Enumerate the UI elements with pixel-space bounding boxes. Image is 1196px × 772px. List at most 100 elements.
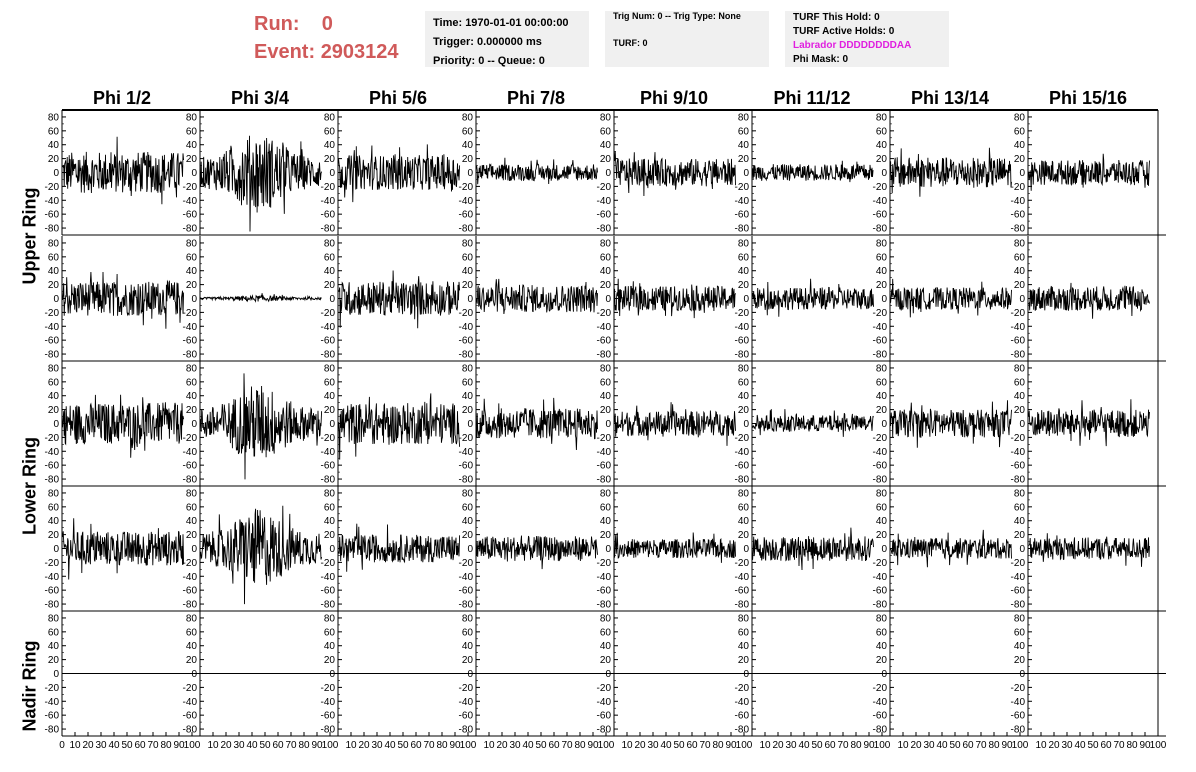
y-tick-label: 40: [462, 641, 474, 652]
y-tick-label: 40: [1014, 391, 1026, 402]
x-tick-label: 20: [910, 740, 922, 751]
y-tick-label: -80: [1011, 475, 1026, 486]
labrador-text: Labrador DDDDDDDDAA: [793, 40, 912, 51]
x-tick-label: 40: [798, 740, 810, 751]
waveform-trace: [200, 505, 323, 605]
y-tick-label: 20: [876, 655, 888, 666]
y-tick-label: 60: [48, 627, 60, 638]
y-tick-label: 40: [48, 140, 60, 151]
y-tick-label: 80: [876, 363, 888, 374]
y-tick-label: -20: [873, 683, 888, 694]
y-tick-label: -20: [321, 433, 336, 444]
y-tick-label: 80: [186, 613, 198, 624]
waveform-trace: [62, 136, 185, 205]
y-tick-label: 40: [186, 140, 198, 151]
y-tick-label: 40: [876, 140, 888, 151]
y-tick-label: -20: [735, 558, 750, 569]
waveform-trace: [338, 144, 461, 203]
y-tick-label: -40: [459, 196, 474, 207]
waveform-trace: [62, 394, 185, 458]
y-tick-label: 20: [186, 530, 198, 541]
y-tick-label: -80: [459, 350, 474, 361]
y-tick-label: 60: [186, 377, 198, 388]
y-tick-label: -60: [873, 711, 888, 722]
y-tick-label: -80: [597, 224, 612, 235]
y-tick-label: 80: [462, 112, 474, 123]
y-tick-label: 0: [1019, 669, 1025, 680]
y-tick-label: 80: [186, 488, 198, 499]
y-tick-label: -60: [459, 336, 474, 347]
y-tick-label: 40: [324, 140, 336, 151]
waveform-trace: [1028, 533, 1150, 567]
y-tick-label: 40: [738, 516, 750, 527]
x-tick-label: 70: [423, 740, 435, 751]
y-tick-label: 80: [324, 488, 336, 499]
y-tick-label: -80: [321, 600, 336, 611]
y-tick-label: 20: [462, 530, 474, 541]
x-tick-label: 70: [285, 740, 297, 751]
waveform-trace: [338, 270, 461, 329]
y-tick-label: -40: [1011, 572, 1026, 583]
y-tick-label: 20: [876, 280, 888, 291]
y-tick-label: 60: [600, 126, 612, 137]
y-tick-label: 80: [324, 238, 336, 249]
y-tick-label: -40: [735, 572, 750, 583]
y-tick-label: -20: [597, 182, 612, 193]
x-tick-label: 10: [759, 740, 771, 751]
y-tick-label: 80: [48, 613, 60, 624]
y-tick-label: -40: [597, 322, 612, 333]
y-tick-label: 80: [48, 238, 60, 249]
y-tick-label: 0: [743, 168, 749, 179]
y-tick-label: 40: [1014, 516, 1026, 527]
y-tick-label: 40: [876, 516, 888, 527]
y-tick-label: -80: [459, 475, 474, 486]
y-tick-label: 80: [1014, 488, 1026, 499]
y-tick-label: 80: [1014, 238, 1026, 249]
y-tick-label: 80: [738, 613, 750, 624]
y-tick-label: -80: [735, 350, 750, 361]
x-tick-label: 30: [1061, 740, 1073, 751]
y-tick-label: -20: [873, 433, 888, 444]
y-tick-label: 60: [186, 502, 198, 513]
y-tick-label: 60: [1014, 252, 1026, 263]
y-tick-label: -40: [597, 572, 612, 583]
x-tick-label: 20: [634, 740, 646, 751]
y-tick-label: 60: [48, 502, 60, 513]
y-tick-label: 20: [48, 405, 60, 416]
y-tick-label: -20: [1011, 683, 1026, 694]
y-tick-label: 20: [462, 280, 474, 291]
x-tick-label: 10: [897, 740, 909, 751]
y-tick-label: 40: [738, 266, 750, 277]
y-tick-label: 0: [881, 669, 887, 680]
waveform-trace: [614, 402, 736, 446]
y-tick-label: 60: [600, 252, 612, 263]
y-tick-label: -60: [459, 461, 474, 472]
y-tick-label: 20: [876, 530, 888, 541]
y-tick-label: 80: [600, 613, 612, 624]
y-tick-label: -60: [1011, 461, 1026, 472]
x-tick-label: 10: [207, 740, 219, 751]
x-tick-label: 100: [184, 740, 201, 751]
y-tick-label: -20: [459, 433, 474, 444]
y-tick-label: -80: [45, 725, 60, 736]
x-tick-label: 80: [988, 740, 1000, 751]
y-tick-label: 0: [191, 419, 197, 430]
y-tick-label: -80: [321, 224, 336, 235]
y-tick-label: 20: [186, 280, 198, 291]
y-tick-label: 0: [329, 419, 335, 430]
x-tick-label: 40: [522, 740, 534, 751]
y-tick-label: 0: [53, 669, 59, 680]
y-tick-label: -20: [183, 683, 198, 694]
y-tick-label: 20: [186, 154, 198, 165]
y-tick-label: -60: [1011, 336, 1026, 347]
y-tick-label: -20: [183, 182, 198, 193]
x-tick-label: 20: [496, 740, 508, 751]
y-tick-label: 60: [876, 377, 888, 388]
x-tick-label: 30: [233, 740, 245, 751]
y-tick-label: -20: [321, 683, 336, 694]
x-tick-label: 40: [384, 740, 396, 751]
waveform-trace: [752, 278, 874, 317]
x-tick-label: 100: [736, 740, 753, 751]
x-tick-label: 30: [647, 740, 659, 751]
y-tick-label: 40: [462, 391, 474, 402]
